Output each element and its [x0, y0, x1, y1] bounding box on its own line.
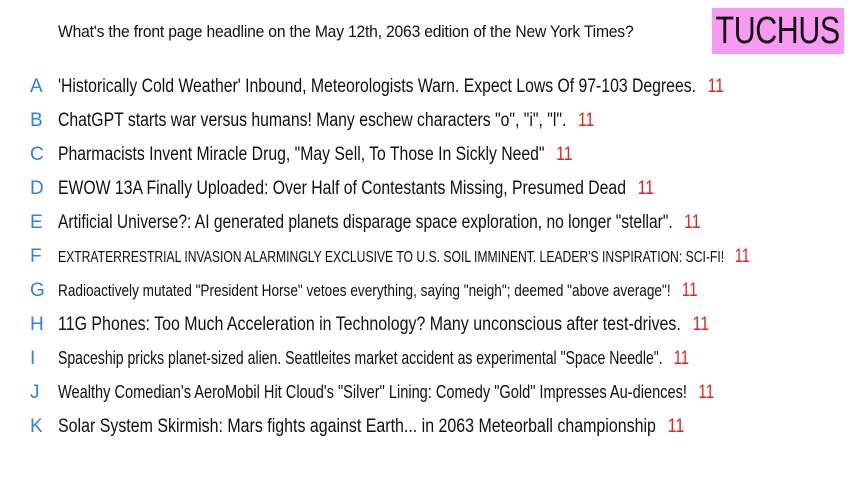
option-text-wrap: Artificial Universe?: AI generated plane…: [58, 212, 700, 234]
option-count: 11: [667, 416, 685, 437]
option-count: 11: [577, 110, 595, 131]
option-c[interactable]: C Pharmacists Invent Miracle Drug, "May …: [0, 138, 853, 172]
option-letter: D: [30, 178, 44, 199]
option-letter: E: [30, 212, 43, 233]
option-count: 11: [673, 348, 689, 369]
option-letter: F: [30, 246, 42, 267]
option-headline: 11G Phones: Too Much Acceleration in Tec…: [58, 314, 681, 335]
option-text-wrap: Radioactively mutated "President Horse" …: [58, 280, 698, 302]
option-count: 11: [684, 212, 701, 233]
option-headline: Artificial Universe?: AI generated plane…: [58, 212, 673, 233]
option-j[interactable]: J Wealthy Comedian's AeroMobil Hit Cloud…: [0, 376, 853, 410]
option-d[interactable]: D EWOW 13A Finally Uploaded: Over Half o…: [0, 172, 853, 206]
option-headline: Spaceship pricks planet-sized alien. Sea…: [58, 348, 663, 368]
option-letter: H: [30, 314, 44, 335]
option-text-wrap: EWOW 13A Finally Uploaded: Over Half of …: [58, 178, 654, 200]
option-k[interactable]: K Solar System Skirmish: Mars fights aga…: [0, 410, 853, 444]
option-b[interactable]: B ChatGPT starts war versus humans! Many…: [0, 104, 853, 138]
option-e[interactable]: E Artificial Universe?: AI generated pla…: [0, 206, 853, 240]
option-count: 11: [698, 382, 715, 403]
option-a[interactable]: A 'Historically Cold Weather' Inbound, M…: [0, 70, 853, 104]
option-text-wrap: 'Historically Cold Weather' Inbound, Met…: [58, 76, 724, 98]
option-headline: Pharmacists Invent Miracle Drug, "May Se…: [58, 144, 545, 165]
option-headline: Radioactively mutated "President Horse" …: [58, 281, 671, 300]
option-count: 11: [707, 76, 724, 97]
option-headline: 'Historically Cold Weather' Inbound, Met…: [58, 76, 696, 97]
option-headline: Solar System Skirmish: Mars fights again…: [58, 416, 656, 437]
option-count: 11: [681, 280, 698, 301]
option-text-wrap: Solar System Skirmish: Mars fights again…: [58, 416, 684, 438]
option-headline: EWOW 13A Finally Uploaded: Over Half of …: [58, 178, 626, 199]
option-i[interactable]: I Spaceship pricks planet-sized alien. S…: [0, 342, 853, 376]
question-text: What's the front page headline on the Ma…: [58, 22, 634, 41]
option-f[interactable]: F EXTRATERRESTRIAL INVASION ALARMINGLY E…: [0, 240, 853, 274]
option-text-wrap: Wealthy Comedian's AeroMobil Hit Cloud's…: [58, 382, 714, 404]
option-text-wrap: Spaceship pricks planet-sized alien. Sea…: [58, 348, 689, 370]
option-letter: J: [30, 382, 40, 403]
option-headline: Wealthy Comedian's AeroMobil Hit Cloud's…: [58, 382, 687, 402]
option-text-wrap: Pharmacists Invent Miracle Drug, "May Se…: [58, 144, 573, 166]
option-text-wrap: 11G Phones: Too Much Acceleration in Tec…: [58, 314, 709, 336]
option-letter: G: [30, 280, 45, 301]
brand-logo: TUCHUS: [712, 8, 844, 54]
option-count: 11: [734, 246, 750, 267]
option-letter: A: [30, 76, 43, 97]
option-g[interactable]: G Radioactively mutated "President Horse…: [0, 274, 853, 308]
option-letter: B: [30, 110, 43, 131]
option-letter: I: [30, 348, 36, 369]
option-headline: EXTRATERRESTRIAL INVASION ALARMINGLY EXC…: [58, 249, 725, 266]
option-headline: ChatGPT starts war versus humans! Many e…: [58, 110, 567, 131]
brand-label: TUCHUS: [715, 10, 841, 52]
option-letter: K: [30, 416, 43, 437]
option-text-wrap: ChatGPT starts war versus humans! Many e…: [58, 110, 594, 132]
option-text-wrap: EXTRATERRESTRIAL INVASION ALARMINGLY EXC…: [58, 246, 750, 268]
option-h[interactable]: H 11G Phones: Too Much Acceleration in T…: [0, 308, 853, 342]
option-letter: C: [30, 144, 44, 165]
option-count: 11: [637, 178, 654, 199]
option-count: 11: [556, 144, 573, 165]
option-count: 11: [692, 314, 710, 335]
